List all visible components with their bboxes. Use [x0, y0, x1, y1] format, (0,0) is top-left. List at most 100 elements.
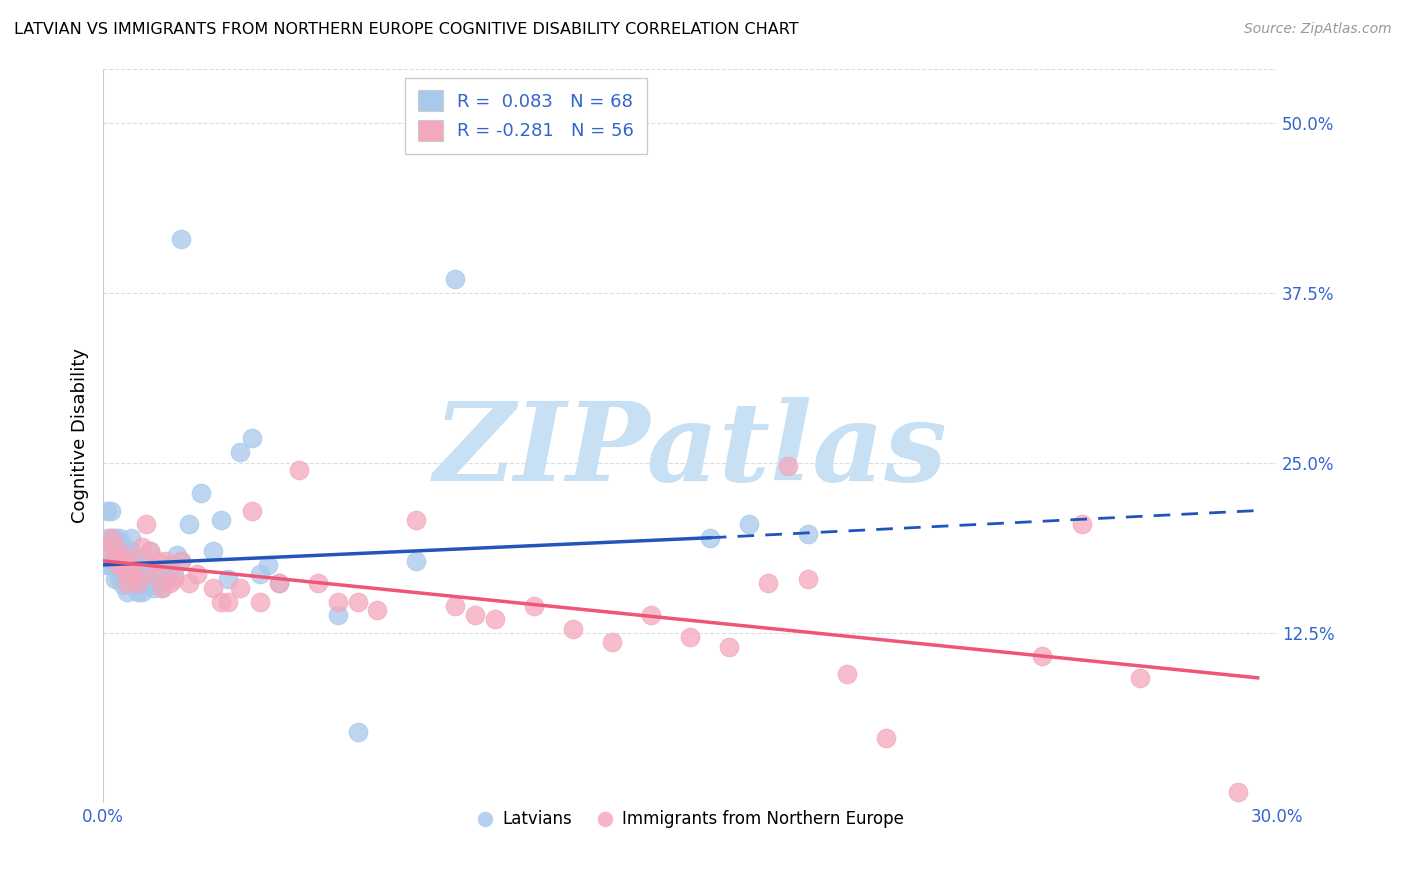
- Point: [115, 562, 138, 576]
- Point: [100, 531, 122, 545]
- Point: [131, 585, 153, 599]
- Point: [444, 599, 467, 613]
- Point: [100, 531, 122, 545]
- Point: [170, 231, 193, 245]
- Point: [124, 567, 146, 582]
- Point: [209, 595, 232, 609]
- Point: [124, 567, 146, 582]
- Point: [124, 551, 146, 566]
- Point: [115, 575, 138, 590]
- Point: [143, 567, 166, 582]
- Point: [150, 581, 173, 595]
- Point: [240, 432, 263, 446]
- Point: [217, 572, 239, 586]
- Point: [100, 544, 122, 558]
- Point: [346, 595, 368, 609]
- Point: [104, 531, 127, 545]
- Point: [600, 635, 623, 649]
- Point: [796, 572, 818, 586]
- Text: LATVIAN VS IMMIGRANTS FROM NORTHERN EUROPE COGNITIVE DISABILITY CORRELATION CHAR: LATVIAN VS IMMIGRANTS FROM NORTHERN EURO…: [14, 22, 799, 37]
- Point: [159, 575, 181, 590]
- Point: [162, 572, 184, 586]
- Point: [190, 486, 212, 500]
- Text: Source: ZipAtlas.com: Source: ZipAtlas.com: [1244, 22, 1392, 37]
- Point: [835, 666, 858, 681]
- Point: [170, 554, 193, 568]
- Point: [111, 551, 134, 566]
- Point: [104, 544, 127, 558]
- Point: [120, 567, 142, 582]
- Point: [104, 558, 127, 572]
- Point: [405, 513, 427, 527]
- Point: [561, 622, 583, 636]
- Legend: Latvians, Immigrants from Northern Europe: Latvians, Immigrants from Northern Europ…: [470, 804, 910, 835]
- Point: [115, 544, 138, 558]
- Point: [366, 603, 388, 617]
- Point: [150, 562, 173, 576]
- Point: [131, 562, 153, 576]
- Point: [143, 581, 166, 595]
- Point: [120, 558, 142, 572]
- Text: ZIPatlas: ZIPatlas: [433, 397, 948, 504]
- Point: [444, 272, 467, 286]
- Point: [104, 554, 127, 568]
- Point: [209, 513, 232, 527]
- Point: [875, 731, 897, 745]
- Point: [146, 554, 169, 568]
- Point: [120, 554, 142, 568]
- Point: [229, 581, 252, 595]
- Point: [111, 562, 134, 576]
- Point: [269, 575, 291, 590]
- Point: [96, 558, 118, 572]
- Point: [201, 581, 224, 595]
- Point: [155, 572, 177, 586]
- Point: [115, 572, 138, 586]
- Point: [484, 612, 506, 626]
- Point: [776, 458, 799, 473]
- Point: [464, 608, 486, 623]
- Point: [111, 578, 134, 592]
- Point: [249, 567, 271, 582]
- Point: [738, 517, 761, 532]
- Point: [107, 531, 129, 545]
- Point: [107, 554, 129, 568]
- Point: [758, 575, 780, 590]
- Point: [96, 531, 118, 545]
- Point: [166, 549, 188, 563]
- Point: [111, 565, 134, 579]
- Point: [96, 541, 118, 555]
- Y-axis label: Cognitive Disability: Cognitive Disability: [72, 348, 89, 524]
- Point: [249, 595, 271, 609]
- Point: [124, 578, 146, 592]
- Point: [170, 554, 193, 568]
- Point: [179, 517, 201, 532]
- Point: [186, 567, 208, 582]
- Point: [307, 575, 329, 590]
- Point: [217, 595, 239, 609]
- Point: [179, 575, 201, 590]
- Point: [155, 554, 177, 568]
- Point: [104, 572, 127, 586]
- Point: [127, 575, 149, 590]
- Point: [115, 585, 138, 599]
- Point: [159, 558, 181, 572]
- Point: [135, 517, 157, 532]
- Point: [115, 558, 138, 572]
- Point: [201, 544, 224, 558]
- Point: [1031, 649, 1053, 664]
- Point: [256, 558, 278, 572]
- Point: [405, 554, 427, 568]
- Point: [1227, 785, 1250, 799]
- Point: [127, 572, 149, 586]
- Point: [120, 544, 142, 558]
- Point: [162, 567, 184, 582]
- Point: [326, 608, 349, 623]
- Point: [1070, 517, 1092, 532]
- Point: [107, 551, 129, 566]
- Point: [346, 725, 368, 739]
- Point: [640, 608, 662, 623]
- Point: [111, 537, 134, 551]
- Point: [139, 544, 162, 558]
- Point: [269, 575, 291, 590]
- Point: [718, 640, 741, 654]
